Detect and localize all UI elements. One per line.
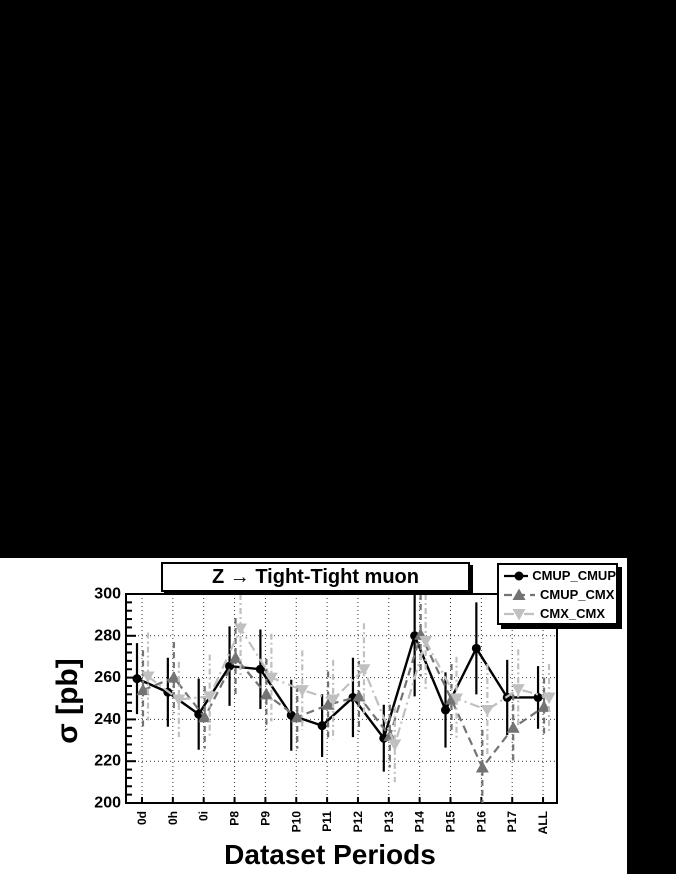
- x-tick-label-P17: P17: [505, 811, 519, 833]
- plot-frame: [125, 593, 558, 804]
- data-point: [537, 700, 551, 712]
- legend-label: CMUP_CMUP: [532, 568, 616, 583]
- data-point: [255, 664, 265, 674]
- x-tick-label-ALL: ALL: [536, 811, 550, 834]
- data-point: [317, 721, 327, 731]
- legend-marker-triangle-up: [504, 588, 535, 600]
- data-point: [198, 710, 212, 723]
- data-point: [203, 691, 217, 703]
- legend-glyph: [514, 571, 524, 580]
- legend-glyph-shape: [512, 608, 526, 620]
- data-point: [234, 623, 248, 635]
- x-tick-labels: 0d 0h 0i P8 P9 P10 P11 P12 P13 P14 P15 P16 P17 ALL: [135, 811, 550, 835]
- x-tick-label-P14: P14: [413, 811, 427, 833]
- y-tick-labels: 200 220 240 260 280 300: [94, 586, 121, 812]
- legend-label: CMX_CMX: [540, 606, 606, 621]
- x-axis-title: Dataset Periods: [224, 839, 436, 870]
- data-point: [141, 671, 155, 684]
- x-tick-label-P8: P8: [228, 811, 242, 826]
- x-tick-label-0h: 0h: [166, 811, 180, 825]
- y-axis-title: σ [pb]: [51, 658, 84, 744]
- data-point: [264, 672, 278, 685]
- gridlines: [126, 594, 557, 803]
- x-tick-label-P10: P10: [289, 811, 303, 833]
- data-point: [388, 739, 402, 751]
- y-tick-label-220: 220: [94, 753, 121, 770]
- series-line: [142, 631, 545, 770]
- data-point: [167, 671, 181, 683]
- data-point: [542, 692, 556, 704]
- data-point: [229, 651, 243, 663]
- series-line: [147, 626, 550, 748]
- y-tick-label-260: 260: [94, 669, 121, 686]
- data-point: [533, 692, 543, 702]
- data-point: [357, 664, 371, 676]
- legend-marker-triangle-down: [504, 608, 535, 620]
- chart-title: Z → Tight-Tight muon: [212, 565, 419, 588]
- data-point: [259, 687, 273, 700]
- x-tick-label-P12: P12: [351, 811, 365, 833]
- legend-item-CMUP_CMUP: CMUP_CMUP: [503, 566, 616, 585]
- x-tick-label-P15: P15: [444, 811, 458, 833]
- x-tick-label-P13: P13: [382, 811, 396, 833]
- data-point: [194, 709, 204, 719]
- data-point: [480, 704, 494, 717]
- legend-glyph: [512, 588, 526, 600]
- data-point: [172, 694, 186, 707]
- data-point: [326, 694, 340, 707]
- data-point: [450, 693, 463, 705]
- x-tick-label-P9: P9: [258, 811, 272, 826]
- legend-marker-circle: [504, 571, 529, 580]
- series-CMX_CMX: [141, 594, 556, 783]
- legend-glyph-shape: [514, 571, 524, 580]
- legend-item-CMUP_CMX: CMUP_CMX: [503, 585, 616, 604]
- y-tick-label-240: 240: [94, 711, 121, 728]
- legend-glyph: [512, 608, 526, 620]
- data-point: [136, 683, 150, 696]
- data-point: [471, 643, 481, 653]
- data-point: [475, 760, 489, 773]
- x-tick-label-P16: P16: [474, 811, 488, 833]
- y-tick-label-300: 300: [94, 586, 121, 603]
- y-tick-label-280: 280: [94, 627, 121, 644]
- data-point: [132, 674, 142, 684]
- data-point: [295, 685, 309, 697]
- legend-label: CMUP_CMX: [540, 587, 615, 602]
- data-point: [441, 705, 450, 715]
- chart-title-box: Z → Tight-Tight muon: [161, 562, 470, 592]
- legend-item-CMX_CMX: CMX_CMX: [503, 604, 616, 623]
- data-point: [511, 684, 525, 696]
- x-tick-label-0i: 0i: [197, 811, 211, 821]
- legend-glyph-shape: [512, 588, 526, 600]
- x-tick-label-P11: P11: [320, 811, 334, 832]
- data-point: [506, 721, 520, 733]
- legend: CMUP_CMUP CMUP_CMX CMX_CMX: [497, 563, 618, 625]
- chart-canvas: 200 220 240 260 280 300 0d 0h 0i P8 P9 P10 P11 P12 P13…: [0, 558, 627, 874]
- data-point: [290, 710, 304, 723]
- data-point: [419, 636, 433, 648]
- plot-area: 200 220 240 260 280 300 0d 0h 0i P8 P9 P10 P11 P12 P13…: [94, 586, 558, 835]
- x-tick-label-0d: 0d: [135, 811, 149, 825]
- y-tick-label-200: 200: [94, 795, 121, 812]
- data-point: [321, 698, 335, 710]
- data-point: [352, 689, 366, 702]
